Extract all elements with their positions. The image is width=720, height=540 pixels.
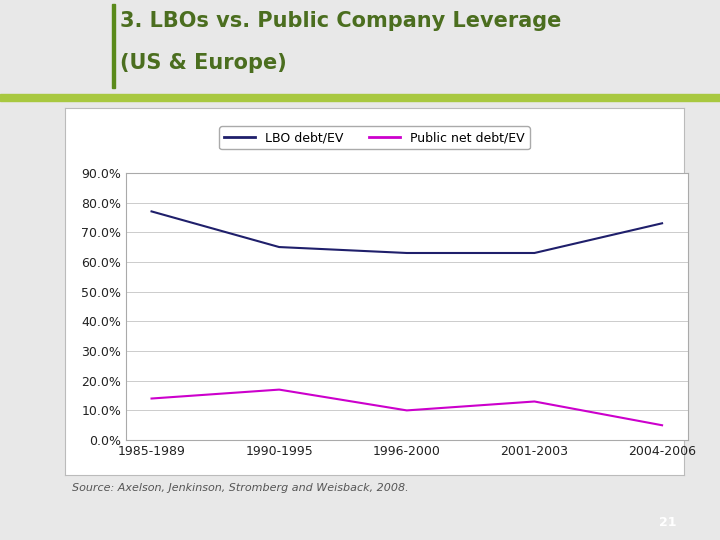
Text: (US & Europe): (US & Europe) bbox=[120, 53, 287, 73]
Bar bbox=[0, 94, 720, 101]
Text: 21: 21 bbox=[659, 516, 677, 529]
Bar bbox=[112, 4, 115, 88]
Text: Source: Axelson, Jenkinson, Stromberg and Weisback, 2008.: Source: Axelson, Jenkinson, Stromberg an… bbox=[72, 483, 409, 494]
Legend: LBO debt/EV, Public net debt/EV: LBO debt/EV, Public net debt/EV bbox=[219, 126, 530, 149]
Text: 3. LBOs vs. Public Company Leverage: 3. LBOs vs. Public Company Leverage bbox=[120, 11, 562, 31]
